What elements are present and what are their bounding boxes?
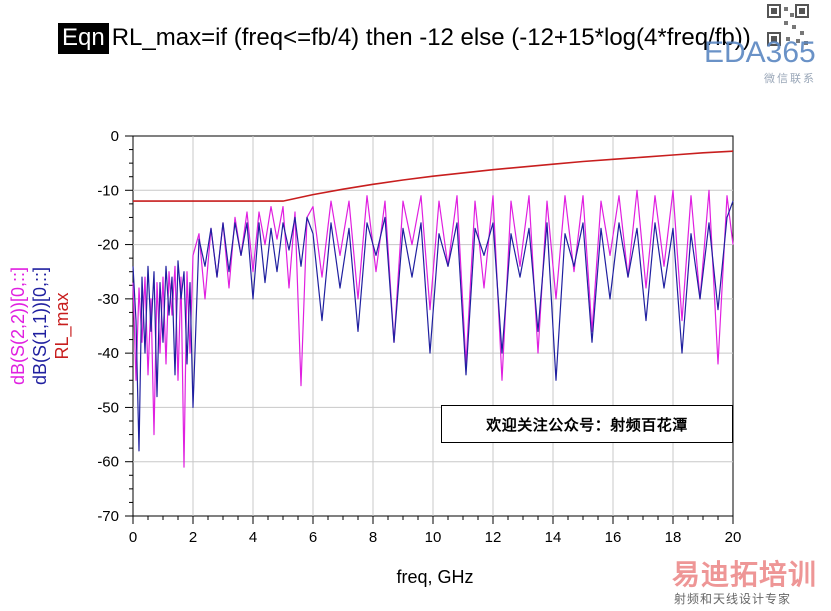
x-tick-label: 4 bbox=[249, 529, 257, 546]
equation-line: Eqn RL_max=if (freq<=fb/4) then -12 else… bbox=[58, 20, 751, 56]
y-tick-label: -30 bbox=[97, 291, 119, 308]
equation-badge: Eqn bbox=[58, 22, 109, 54]
y-tick-label: -60 bbox=[97, 454, 119, 471]
qr-code-icon bbox=[766, 3, 810, 47]
x-tick-label: 18 bbox=[665, 529, 682, 546]
notice-box: 欢迎关注公众号：射频百花潭 bbox=[441, 405, 733, 443]
y-tick-label: -10 bbox=[97, 182, 119, 199]
y-axis-title: dB(S(1,1))[0,::] bbox=[30, 267, 50, 385]
equation-text: RL_max=if (freq<=fb/4) then -12 else (-1… bbox=[111, 24, 751, 51]
x-tick-label: 16 bbox=[605, 529, 622, 546]
watermark-top-sub: 微信联系 bbox=[764, 72, 816, 85]
watermark-bottom-brand: 易迪拓培训 bbox=[672, 558, 818, 591]
x-tick-label: 12 bbox=[485, 529, 502, 546]
y-tick-label: -20 bbox=[97, 237, 119, 254]
watermark-bottom-sub: 射频和天线设计专家 bbox=[674, 592, 792, 606]
y-tick-label: -40 bbox=[97, 345, 119, 362]
series-s11-line bbox=[132, 200, 734, 452]
x-axis-title: freq, GHz bbox=[396, 567, 473, 587]
x-tick-label: 20 bbox=[725, 529, 742, 546]
x-tick-label: 14 bbox=[545, 529, 562, 546]
x-tick-label: 8 bbox=[369, 529, 377, 546]
y-tick-label: -70 bbox=[97, 508, 119, 525]
series-rl-max-line bbox=[133, 150, 734, 202]
x-tick-label: 2 bbox=[189, 529, 197, 546]
notice-text: 欢迎关注公众号：射频百花潭 bbox=[486, 415, 688, 434]
y-axis-title: dB(S(2,2))[0,::] bbox=[8, 267, 28, 385]
y-axis-title: RL_max bbox=[52, 292, 73, 359]
y-tick-label: 0 bbox=[111, 128, 119, 145]
x-tick-label: 10 bbox=[425, 529, 442, 546]
x-tick-label: 6 bbox=[309, 529, 317, 546]
watermark-top-brand: EDA365 bbox=[704, 36, 816, 69]
y-tick-label: -50 bbox=[97, 399, 119, 416]
x-tick-label: 0 bbox=[129, 529, 137, 546]
